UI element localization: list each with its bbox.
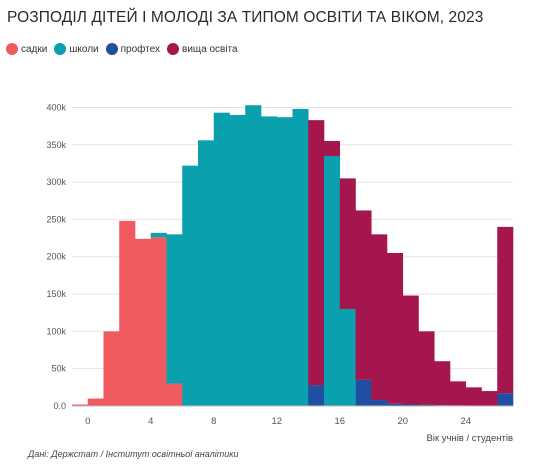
bar-overlay-школи-15.5 xyxy=(324,155,341,406)
legend-item-higher-education[interactable]: вища освіта xyxy=(167,43,238,55)
y-tick-label: 400k xyxy=(46,102,66,112)
bar-overlay-вища-освіта-26.5 xyxy=(497,226,514,394)
bar-садки-1.5 xyxy=(103,331,120,406)
bar-профтех-21.5 xyxy=(418,404,435,406)
bar-школи-13.5 xyxy=(292,108,309,406)
bar-школи-7.5 xyxy=(198,140,215,407)
bar-садки-2.5 xyxy=(119,220,136,406)
legend-swatch-vocational xyxy=(105,43,118,55)
legend-label-schools: школи xyxy=(69,43,99,55)
bar-школи-10.5 xyxy=(245,105,262,406)
bar-садки-4.5 xyxy=(150,237,167,406)
bars xyxy=(72,105,514,407)
legend-swatch-schools xyxy=(54,43,67,55)
legend-label-vocational: профтех xyxy=(120,43,160,55)
bar-садки-5.5 xyxy=(166,383,183,406)
legend-swatch-kindergartens xyxy=(6,43,18,55)
bar-школи-5.5 xyxy=(166,234,183,384)
data-source-note: Дані: Держстат / Інститут освітньої анал… xyxy=(28,449,239,459)
legend-item-vocational[interactable]: профтех xyxy=(105,43,160,55)
page-title: РОЗПОДІЛ ДІТЕЙ І МОЛОДІ ЗА ТИПОМ ОСВІТИ … xyxy=(7,9,484,26)
bar-overlay-вища-освіта-16.5 xyxy=(339,178,356,309)
bar-школи-11.5 xyxy=(261,116,278,407)
bar-профтех-26.5 xyxy=(497,393,514,406)
bar-overlay-школи-16.5 xyxy=(339,308,356,406)
bar-школи-12.5 xyxy=(276,117,293,406)
y-tick-label: 250k xyxy=(46,214,66,224)
bar-overlay-вища-освіта-19.5 xyxy=(387,253,404,404)
bar-overlay-вища-освіта-17.5 xyxy=(355,210,372,380)
bar-садки--0.5 xyxy=(72,404,89,406)
bar-профтех-14.5 xyxy=(308,385,325,406)
bar-школи-9.5 xyxy=(229,114,246,407)
bar-overlay-вища-освіта-21.5 xyxy=(418,331,435,405)
axes: 0.0 50k 100k 150k 200k 250k 300k 350k 400k 0 4 8 12 1… xyxy=(46,102,513,444)
x-tick-label: 20 xyxy=(397,416,408,427)
y-tick-label: 300k xyxy=(46,177,66,187)
legend-label-higher-education: вища освіта xyxy=(182,43,238,55)
bar-вища-освіта-14.5 xyxy=(308,120,325,386)
x-tick-label: 4 xyxy=(148,416,153,427)
x-tick-label: 0 xyxy=(85,416,90,427)
bar-overlay-вища-освіта-23.5 xyxy=(450,381,467,406)
bar-overlay-вища-освіта-18.5 xyxy=(371,234,388,401)
bar-overlay-вища-освіта-24.5 xyxy=(465,387,482,406)
legend-label-kindergartens: садки xyxy=(21,43,48,55)
bar-overlay-вища-освіта-25.5 xyxy=(481,391,498,406)
bar-школи-6.5 xyxy=(182,165,199,406)
bar-садки-0.5 xyxy=(87,398,104,406)
x-tick-label: 12 xyxy=(271,416,282,427)
x-tick-label: 8 xyxy=(211,416,216,427)
y-tick-label: 150k xyxy=(46,289,66,299)
bar-профтех-19.5 xyxy=(387,403,404,406)
bar-садки-3.5 xyxy=(135,238,152,406)
legend: садки школи профтех вища освіта xyxy=(6,43,245,55)
bar-школи-4.5 xyxy=(150,232,167,238)
y-tick-label: 0.0 xyxy=(53,401,66,411)
bar-overlay-вища-освіта-22.5 xyxy=(434,361,451,406)
x-axis-label: Вік учнів / студентів xyxy=(427,433,514,444)
y-tick-label: 350k xyxy=(46,140,66,150)
bar-профтех-18.5 xyxy=(371,400,388,406)
y-tick-label: 50k xyxy=(51,364,66,374)
bar-профтех-20.5 xyxy=(402,404,419,406)
legend-item-kindergartens[interactable]: садки xyxy=(6,43,47,55)
x-tick-label: 16 xyxy=(334,416,345,427)
x-tick-label: 24 xyxy=(460,416,471,427)
legend-item-schools[interactable]: школи xyxy=(54,43,99,55)
legend-swatch-higher-education xyxy=(167,43,179,55)
bar-overlay-вища-освіта-20.5 xyxy=(402,295,419,405)
bar-профтех-17.5 xyxy=(355,379,372,406)
y-tick-label: 100k xyxy=(46,326,66,336)
bar-overlay-вища-освіта-15.5 xyxy=(324,141,341,156)
bar-школи-8.5 xyxy=(213,112,230,406)
y-tick-label: 200k xyxy=(46,252,66,262)
